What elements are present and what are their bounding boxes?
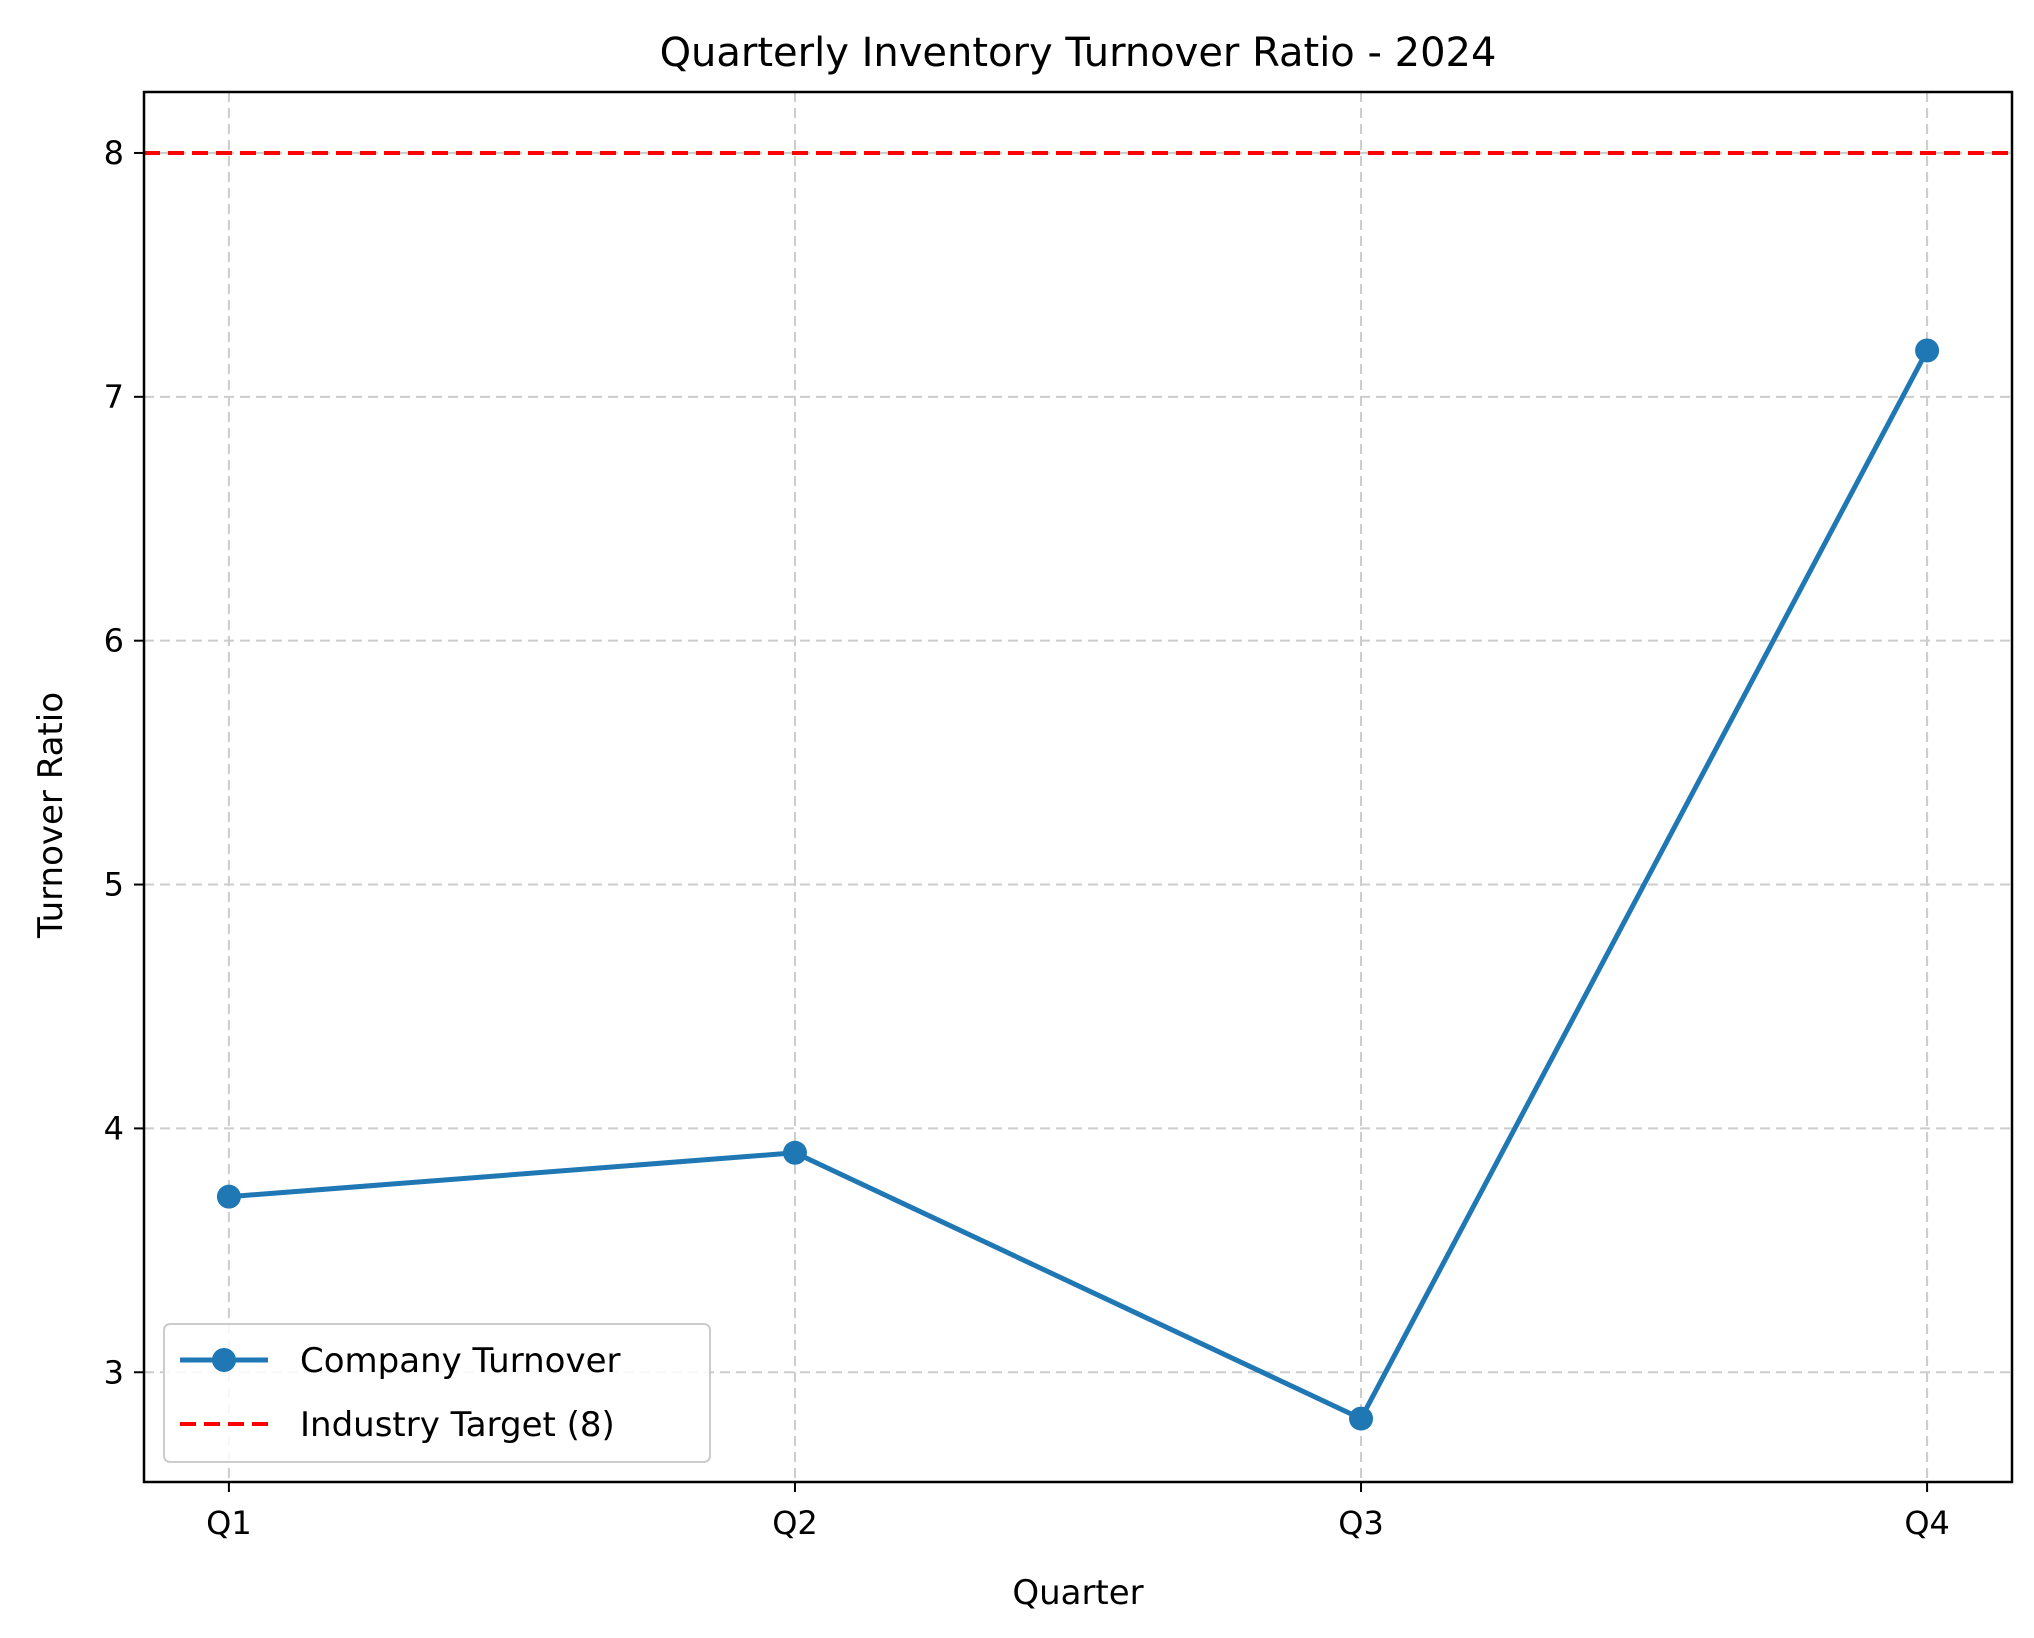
grid-lines xyxy=(144,92,2012,1482)
x-tick-label: Q4 xyxy=(1904,1504,1950,1542)
plot-frame xyxy=(142,90,2014,1484)
y-tick-label: 4 xyxy=(104,1109,124,1147)
y-axis-label: Turnover Ratio xyxy=(31,692,71,939)
legend-label-company-turnover: Company Turnover xyxy=(300,1341,620,1381)
legend-marker-company-turnover xyxy=(212,1348,236,1372)
y-tick-label: 8 xyxy=(104,134,124,172)
plot-data xyxy=(144,150,2012,1431)
legend-label-industry-target: Industry Target (8) xyxy=(300,1405,615,1445)
legend-box xyxy=(163,1323,711,1463)
series-line-company-turnover xyxy=(228,349,1930,1422)
x-tick-label: Q3 xyxy=(1338,1504,1384,1542)
x-tick-label: Q2 xyxy=(772,1504,818,1542)
y-tick-label: 7 xyxy=(104,378,124,416)
chart-title: Quarterly Inventory Turnover Ratio - 202… xyxy=(660,30,1497,76)
data-point xyxy=(1349,1406,1374,1431)
y-tick-label: 5 xyxy=(104,866,124,904)
axis-ticks: Q1 Q2 Q3 Q4 3 4 5 6 7 8 xyxy=(104,134,1950,1542)
y-tick-label: 3 xyxy=(104,1353,124,1391)
data-point xyxy=(782,1140,807,1165)
x-tick-label: Q1 xyxy=(206,1504,252,1542)
legend: Company Turnover Industry Target (8) xyxy=(163,1323,711,1463)
data-point xyxy=(216,1184,241,1209)
data-point xyxy=(1915,338,1940,363)
x-axis-label: Quarter xyxy=(1012,1573,1143,1613)
y-tick-label: 6 xyxy=(104,622,124,660)
